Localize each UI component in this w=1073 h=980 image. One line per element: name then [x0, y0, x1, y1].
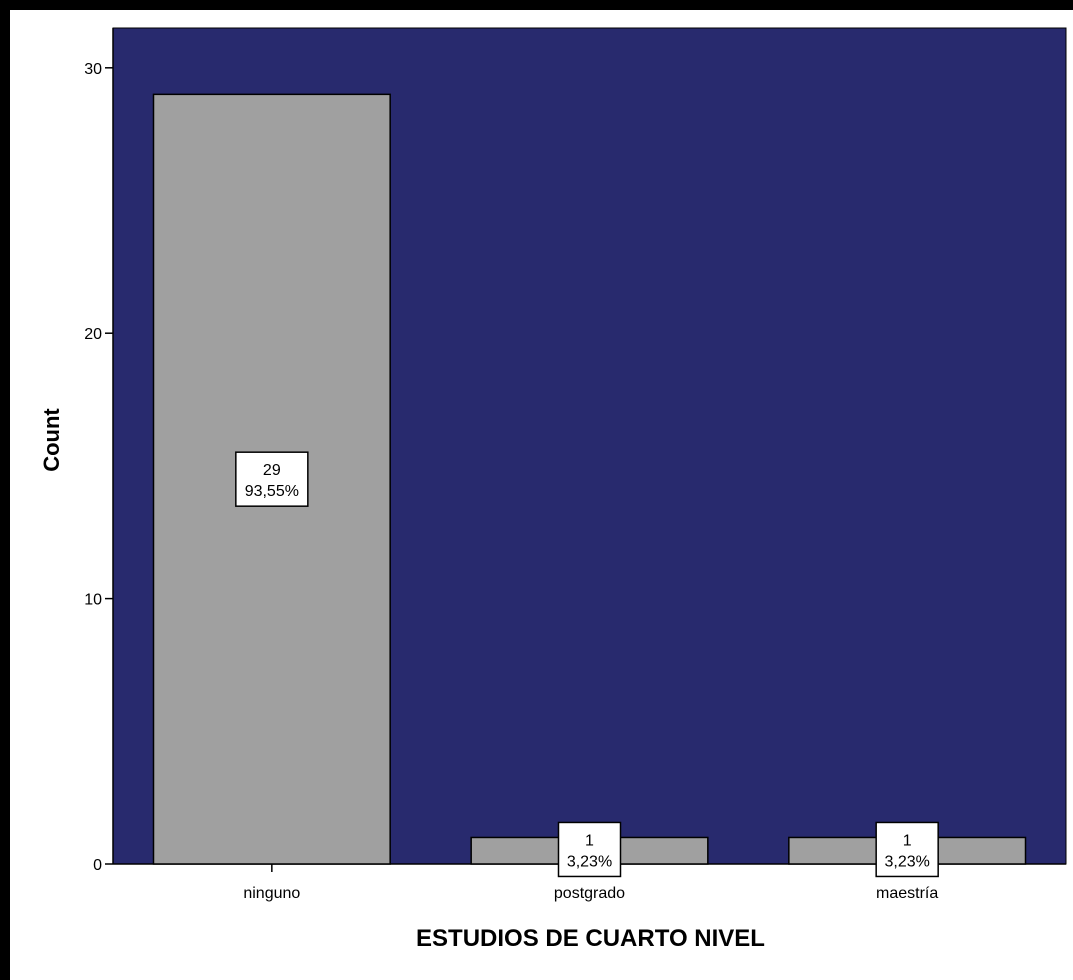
- y-axis: 0 10 20 30: [84, 28, 114, 874]
- x-axis-title: ESTUDIOS DE CUARTO NIVEL: [416, 925, 765, 952]
- data-labels: 29 93,55% 1 3,23% 1 3,23%: [235, 451, 939, 878]
- y-tick-label: 0: [93, 857, 102, 874]
- data-label-percent: 3,23%: [884, 853, 929, 870]
- y-axis-title: Count: [39, 408, 64, 472]
- data-label-count: 1: [903, 832, 912, 849]
- data-label-box: [235, 451, 309, 507]
- data-label-count: 1: [585, 832, 594, 849]
- data-label-box: [875, 821, 939, 878]
- data-label-box: [557, 821, 622, 878]
- data-label-percent: 3,23%: [567, 853, 612, 870]
- x-tick-label: postgrado: [554, 885, 625, 902]
- data-label-percent: 93,55%: [245, 483, 299, 500]
- x-tick-label: maestría: [876, 885, 938, 902]
- y-tick-label: 30: [84, 61, 102, 78]
- x-tick-label: ninguno: [243, 885, 300, 902]
- data-label-count: 29: [263, 462, 281, 479]
- y-tick-label: 20: [84, 326, 102, 343]
- y-tick-label: 10: [84, 592, 102, 609]
